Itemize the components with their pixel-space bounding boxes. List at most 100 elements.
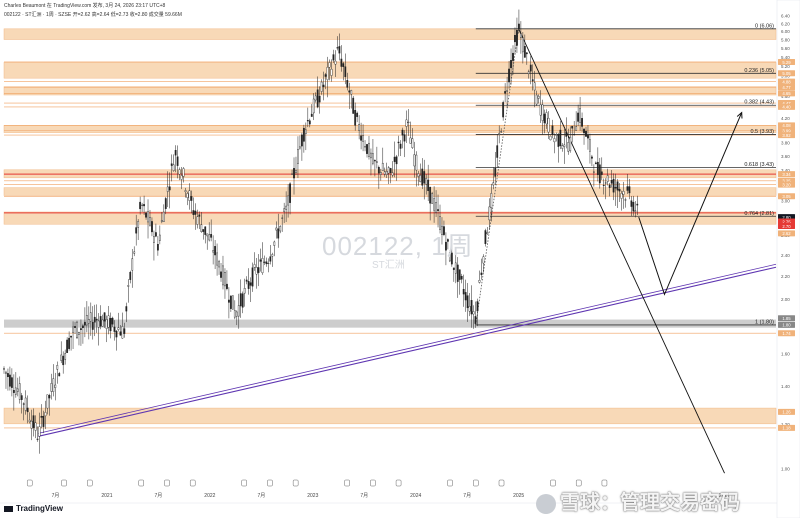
candle-body xyxy=(350,90,353,95)
tradingview-logo[interactable]: TradingView xyxy=(4,504,63,513)
candle-body xyxy=(133,251,136,254)
candle-body xyxy=(237,305,240,317)
price-tag-label: 1.26 xyxy=(782,410,791,415)
candle-body xyxy=(342,63,345,67)
candle-body xyxy=(168,186,171,191)
candle-body xyxy=(425,178,428,185)
candle-body xyxy=(143,204,145,207)
candle-body xyxy=(409,137,412,144)
fib-zone xyxy=(3,407,777,425)
candle-body xyxy=(362,135,364,142)
earnings-marker xyxy=(189,479,196,487)
candle-body xyxy=(40,415,43,418)
candle-body xyxy=(228,299,230,303)
y-tick-label: 3.00 xyxy=(781,198,790,203)
candle-body xyxy=(415,154,418,171)
candle-body xyxy=(498,133,501,135)
candle-body xyxy=(508,68,510,83)
candle-body xyxy=(381,162,384,171)
x-tick-label: 2024 xyxy=(410,493,421,499)
candle-body xyxy=(417,173,420,177)
earnings-marker xyxy=(575,479,582,487)
candle-body xyxy=(310,113,313,117)
candle-body xyxy=(454,262,457,274)
candle-body xyxy=(387,167,390,174)
candle-body xyxy=(54,384,57,388)
candle-body xyxy=(591,156,593,159)
candle-body xyxy=(229,295,232,309)
candle-body xyxy=(628,186,631,194)
candle-body xyxy=(616,181,619,191)
earnings-marker xyxy=(87,479,93,487)
candle-body xyxy=(433,198,435,211)
price-tag-label: 3.92 xyxy=(782,133,791,138)
candle-body xyxy=(338,46,341,54)
candle-body xyxy=(42,415,45,427)
candle-body xyxy=(575,126,578,131)
candle-body xyxy=(551,125,554,135)
candle-body xyxy=(549,135,552,141)
candle-body xyxy=(324,74,327,77)
candle-body xyxy=(370,152,372,159)
price-tag-label: 1.80 xyxy=(782,323,791,328)
candle-body xyxy=(44,412,47,417)
candle-body xyxy=(149,216,151,226)
candle-body xyxy=(192,210,195,215)
price-tag-label: 4.08 xyxy=(782,123,791,128)
candle-body xyxy=(460,276,463,280)
candle-body xyxy=(80,328,82,330)
earnings-marker xyxy=(370,479,376,487)
candle-body xyxy=(427,179,430,192)
candle-body xyxy=(12,390,15,393)
tradingview-logo-icon xyxy=(4,505,13,512)
earnings-marker xyxy=(550,479,556,487)
candle-body xyxy=(83,321,86,326)
price-tag xyxy=(778,321,795,328)
candle-body xyxy=(535,94,538,105)
price-tag xyxy=(778,103,795,110)
candle-body xyxy=(326,66,329,81)
candle-body xyxy=(571,125,574,129)
candle-body xyxy=(561,145,564,149)
candle-body xyxy=(239,293,242,307)
candle-body xyxy=(636,203,639,206)
candle-body xyxy=(405,119,408,127)
candle-body xyxy=(377,167,380,174)
candle-body xyxy=(450,252,453,265)
candle-body xyxy=(374,160,376,162)
candle-body xyxy=(602,184,605,186)
candle-body xyxy=(336,47,339,49)
candle-body xyxy=(257,267,260,273)
earnings-marker xyxy=(498,479,505,487)
candle-body xyxy=(490,193,493,208)
candle-body xyxy=(514,35,516,43)
candle-body xyxy=(170,163,173,166)
earnings-marker xyxy=(344,479,350,487)
x-tick-label: 7月 xyxy=(360,493,368,499)
candle-body xyxy=(468,306,471,312)
xueqiu-watermark: 雪球：管理交易密码 xyxy=(536,486,740,515)
earnings-marker xyxy=(164,479,170,487)
candle-body xyxy=(60,354,63,361)
candle-body xyxy=(512,52,514,61)
candle-body xyxy=(328,62,331,68)
x-tick-label: 2027 xyxy=(719,493,730,499)
y-tick-label: 2.00 xyxy=(781,297,790,302)
candle-body xyxy=(89,312,92,322)
candle-body xyxy=(186,193,189,198)
candle-body xyxy=(470,300,473,315)
candle-body xyxy=(291,173,293,175)
candle-body xyxy=(247,281,250,289)
candle-body xyxy=(587,135,589,139)
candle-body xyxy=(555,134,558,136)
candle-body xyxy=(5,371,7,374)
candle-body xyxy=(391,172,394,176)
xueqiu-logo-icon xyxy=(536,493,556,514)
candle-body xyxy=(395,156,398,165)
price-tag-label: 2.70 xyxy=(782,224,791,229)
candle-body xyxy=(249,282,252,286)
candle-body xyxy=(565,131,568,137)
candle-body xyxy=(162,211,165,222)
y-tick-label: 4.60 xyxy=(781,94,790,99)
